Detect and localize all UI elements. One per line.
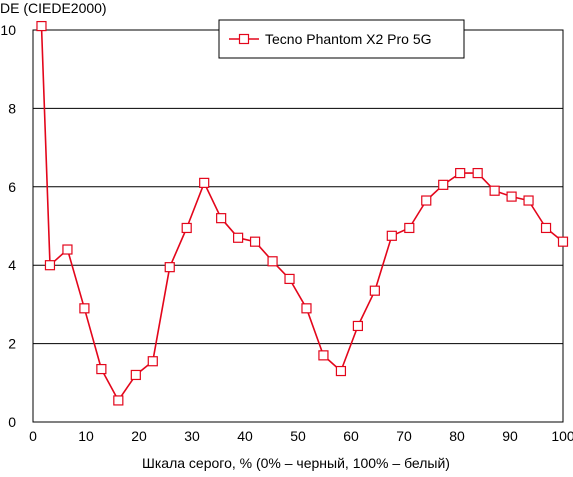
legend-box — [218, 19, 465, 59]
data-point — [216, 213, 227, 224]
x-tick-label: 80 — [449, 428, 465, 444]
data-point — [335, 365, 347, 377]
data-point — [62, 244, 73, 255]
legend: Tecno Phantom X2 Pro 5G — [218, 19, 465, 59]
axes — [32, 29, 564, 423]
grid-lines — [33, 29, 563, 345]
x-tick-label: 70 — [396, 428, 412, 444]
x-tick-label: 0 — [29, 428, 37, 444]
data-point — [489, 185, 500, 196]
data-point — [438, 179, 449, 190]
data-point — [130, 369, 141, 381]
data-point — [113, 395, 124, 406]
legend-label: Tecno Phantom X2 Pro 5G — [265, 31, 432, 47]
series-line — [40, 26, 564, 402]
y-tick-label: 6 — [8, 179, 16, 195]
x-tick-label: 50 — [290, 428, 306, 444]
y-tick-label: 10 — [0, 22, 16, 38]
data-point — [369, 285, 380, 296]
plot-frame — [32, 29, 564, 423]
data-point — [301, 303, 312, 314]
data-point — [249, 236, 261, 247]
x-axis-title: Шкала серого, % (0% – черный, 100% – бел… — [142, 455, 450, 471]
data-point — [79, 303, 90, 314]
y-tick-label: 4 — [8, 257, 16, 273]
data-point — [164, 262, 175, 273]
data-point — [147, 356, 158, 367]
data-point — [540, 222, 552, 234]
y-tick-label: 8 — [8, 100, 16, 116]
y-tick-label: 2 — [8, 336, 16, 352]
x-tick-label: 30 — [184, 428, 200, 444]
x-tick-label: 90 — [502, 428, 518, 444]
data-point — [96, 363, 107, 375]
data-point — [318, 350, 329, 361]
data-point — [284, 273, 295, 285]
data-point — [523, 195, 534, 206]
y-axis-title: DE (CIEDE2000) — [0, 0, 107, 16]
x-tick-label: 10 — [78, 428, 94, 444]
data-point — [472, 167, 483, 179]
y-tick-label: 0 — [8, 414, 16, 430]
data-point — [455, 167, 466, 179]
series-layer — [36, 20, 569, 406]
data-point — [199, 177, 210, 188]
data-point — [233, 232, 244, 243]
data-point — [506, 191, 517, 202]
x-tick-label: 100 — [551, 428, 573, 444]
data-point — [421, 195, 432, 206]
data-point — [36, 20, 47, 32]
data-point — [352, 320, 363, 332]
x-tick-label: 60 — [343, 428, 359, 444]
data-point — [267, 256, 278, 267]
data-point — [44, 260, 56, 271]
data-point — [404, 222, 415, 234]
x-tick-label: 40 — [237, 428, 253, 444]
data-point — [557, 236, 569, 247]
legend-marker — [238, 33, 250, 45]
data-point — [181, 222, 192, 234]
data-point — [386, 230, 397, 241]
x-tick-label: 20 — [131, 428, 147, 444]
